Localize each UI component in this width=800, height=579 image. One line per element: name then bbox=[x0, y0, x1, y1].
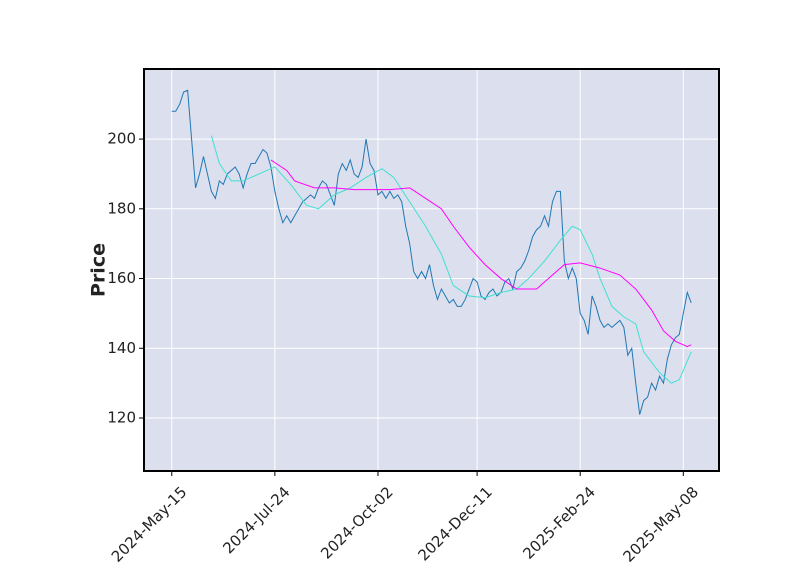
y-tick-label: 180 bbox=[107, 199, 136, 217]
y-tick-label: 120 bbox=[107, 409, 136, 427]
price-line bbox=[270, 159, 692, 348]
plot-area bbox=[144, 69, 719, 471]
x-tick-label: 2024-Jul-24 bbox=[219, 483, 293, 557]
x-tick-label: 2024-May-15 bbox=[108, 483, 191, 566]
y-tick-label: 140 bbox=[107, 339, 136, 357]
plot-frame bbox=[143, 68, 720, 472]
price-line bbox=[210, 135, 692, 384]
y-axis-label: Price bbox=[88, 243, 110, 297]
x-tick-label: 2024-Oct-02 bbox=[317, 483, 397, 563]
x-tick-label: 2025-Feb-24 bbox=[519, 483, 599, 563]
x-tick-label: 2025-May-08 bbox=[619, 483, 702, 566]
x-tick-label: 2024-Dec-11 bbox=[414, 483, 495, 564]
y-tick-label: 200 bbox=[107, 130, 136, 148]
price-line bbox=[171, 89, 692, 415]
y-tick-label: 160 bbox=[107, 269, 136, 287]
